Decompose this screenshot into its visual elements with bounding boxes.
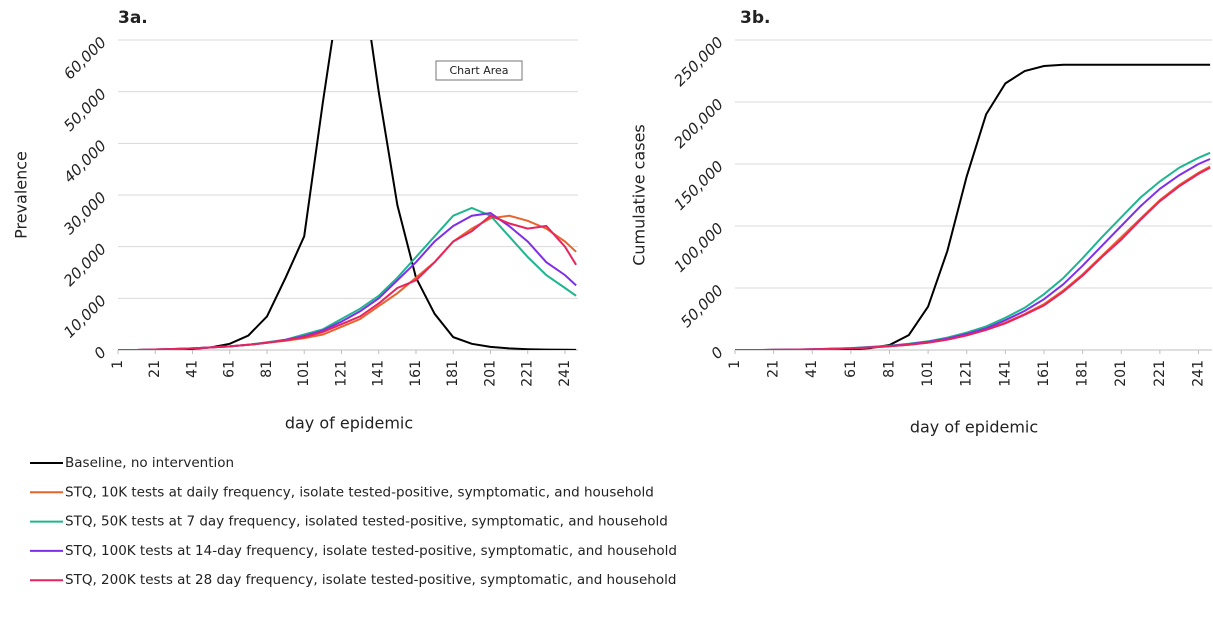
x-tick-label: 121 [333, 360, 349, 387]
x-tick-label: 221 [1152, 360, 1168, 387]
y-tick-label: 50,000 [677, 281, 727, 331]
x-tick-label: 41 [184, 360, 200, 378]
series-line [735, 158, 1211, 350]
x-tick-label: 121 [959, 360, 975, 387]
y-tick-label: 150,000 [670, 157, 727, 214]
x-tick-label: 181 [1075, 360, 1091, 387]
plot-lines [118, 40, 577, 350]
legend-label: STQ, 10K tests at daily frequency, isola… [65, 484, 654, 500]
x-tick-label: 61 [222, 360, 238, 378]
chart-title: 3a. [118, 8, 148, 28]
x-tick-label: 201 [482, 360, 498, 387]
x-tick-label: 221 [520, 360, 536, 387]
tooltip-text: Chart Area [449, 64, 508, 77]
y-tick-label: 10,000 [60, 292, 110, 342]
x-tick-label: 101 [296, 360, 312, 387]
x-tick-label: 21 [766, 360, 782, 378]
legend-label: STQ, 50K tests at 7 day frequency, isola… [65, 514, 668, 530]
y-tick-label: 100,000 [670, 219, 727, 276]
x-tick-label: 1 [727, 360, 743, 369]
x-tick-label: 81 [259, 360, 275, 378]
x-axis-title: day of epidemic [285, 414, 413, 433]
y-tick-label: 200,000 [670, 95, 727, 152]
x-tick-label: 41 [804, 360, 820, 378]
series-line [118, 214, 577, 350]
x-tick-label: 201 [1113, 360, 1129, 387]
x-tick-label: 61 [843, 360, 859, 378]
x-tick-label: 241 [1190, 360, 1206, 387]
x-tick-label: 141 [371, 360, 387, 387]
y-tick-label: 250,000 [670, 33, 727, 90]
legend-label: Baseline, no intervention [65, 455, 234, 471]
y-tick-label: 30,000 [60, 188, 110, 238]
series-line [735, 151, 1211, 350]
y-tick-label: 50,000 [60, 85, 110, 135]
series-line [118, 206, 577, 350]
x-axis-title: day of epidemic [910, 418, 1038, 437]
chart-title: 3b. [740, 8, 770, 28]
y-tick-label: 20,000 [60, 240, 110, 290]
plot-lines [735, 63, 1211, 350]
y-axis-title: Prevalence [12, 151, 31, 239]
x-tick-label: 101 [920, 360, 936, 387]
x-tick-label: 241 [557, 360, 573, 387]
y-tick-label: 0 [708, 343, 727, 362]
legend-label: STQ, 100K tests at 14-day frequency, iso… [65, 543, 677, 559]
series-line [735, 165, 1211, 350]
x-tick-label: 181 [445, 360, 461, 387]
y-tick-label: 60,000 [60, 33, 110, 83]
tooltip-box [435, 60, 523, 81]
x-tick-label: 21 [147, 360, 163, 378]
x-tick-label: 81 [881, 360, 897, 378]
series-line [735, 166, 1211, 350]
y-tick-label: 0 [91, 343, 110, 362]
legend-label: STQ, 200K tests at 28 day frequency, iso… [65, 572, 676, 588]
x-tick-label: 1 [110, 360, 126, 369]
x-tick-label: 161 [1036, 360, 1052, 387]
x-tick-label: 141 [997, 360, 1013, 387]
x-tick-label: 161 [408, 360, 424, 387]
y-axis-title: Cumulative cases [630, 124, 649, 266]
series-line [118, 40, 577, 350]
y-tick-label: 40,000 [60, 137, 110, 187]
